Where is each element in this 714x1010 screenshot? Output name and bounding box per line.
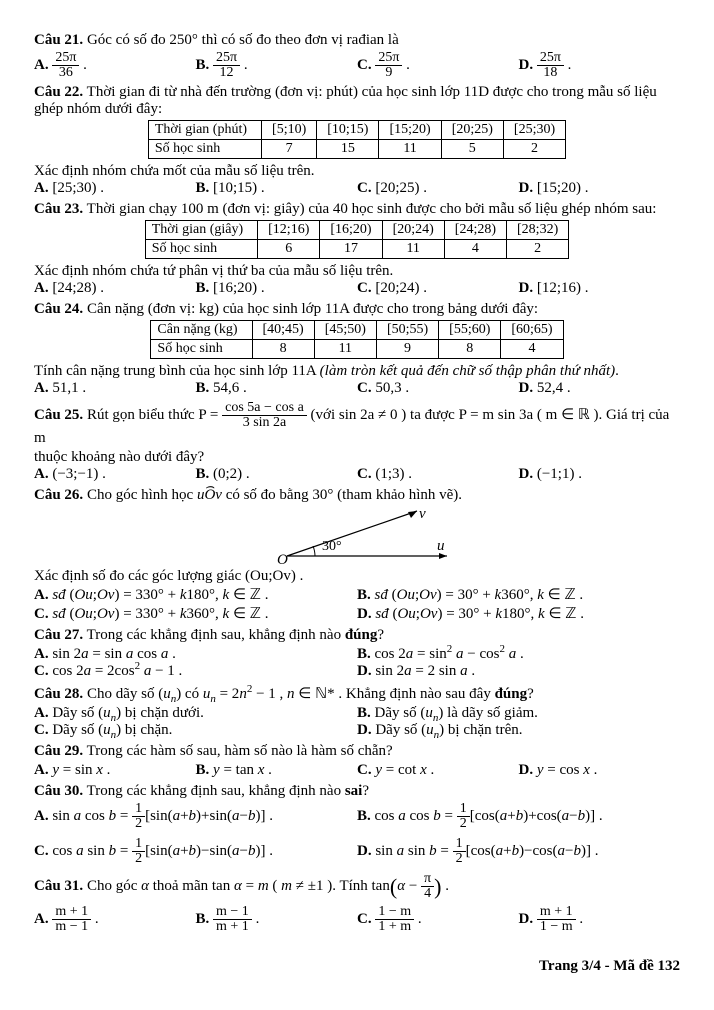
q31-A: A. m + 1m − 1 .: [34, 905, 196, 934]
q25-opts: A. (−3;−1) . B. (0;2) . C. (1;3) . D. (−…: [34, 466, 680, 483]
q27: Câu 27. Trong các khẳng định sau, khẳng …: [34, 627, 680, 644]
q28-A: A. Dãy số (un) bị chặn dưới.: [34, 705, 357, 722]
q26-D: D. sđ (Ou;Ov) = 30° + k180°, k ∈ ℤ .: [357, 604, 680, 623]
q24-post: Tính cân nặng trung bình của học sinh lớ…: [34, 363, 680, 380]
q24-D: D. 52,4 .: [519, 380, 681, 397]
q26-figure: O 30° u v: [247, 506, 467, 566]
q24-text: Cân nặng (đơn vị: kg) của học sinh lớp 1…: [83, 301, 538, 317]
q31-D: D. m + 11 − m .: [519, 905, 681, 934]
q25-D: D. (−1;1) .: [519, 466, 681, 483]
q28: Câu 28. Cho dãy số (un) có un = 2n2 − 1 …: [34, 684, 680, 703]
q27-A: A. sin 2a = sin a cos a .: [34, 646, 357, 663]
q26: Câu 26. Cho góc hình học uOv có số đo bằ…: [34, 487, 680, 504]
q22-table: Thời gian (phút)[5;10)[10;15)[15;20)[20;…: [148, 120, 566, 159]
q23: Câu 23. Thời gian chạy 100 m (đơn vị: gi…: [34, 201, 680, 218]
q25-post2: thuộc khoảng nào dưới đây?: [34, 449, 680, 466]
q28-opts: A. Dãy số (un) bị chặn dưới. B. Dãy số (…: [34, 705, 680, 739]
q22-opts: A.A. [25;30) . [25;30) . B. [10;15) . C.…: [34, 180, 680, 197]
q25: Câu 25. Rút gọn biểu thức P = cos 5a − c…: [34, 401, 680, 447]
q21: Câu 21. Góc có số đo 250° thì có số đo t…: [34, 32, 680, 49]
q21-A: A. 25π36 .: [34, 51, 196, 80]
q29-opts: A. y = sin x . B. y = tan x . C. y = cot…: [34, 762, 680, 779]
q21-label: Câu 21.: [34, 32, 83, 48]
q30-A: A. sin a cos b = 12[sin(a+b)+sin(a−b)] .: [34, 802, 357, 831]
q29-A: A. y = sin x .: [34, 762, 196, 779]
q21-D: D. 25π18 .: [519, 51, 681, 80]
q22-A: A.A. [25;30) . [25;30) .: [34, 180, 196, 197]
q30-B: B. cos a cos b = 12[cos(a+b)+cos(a−b)] .: [357, 802, 680, 831]
q24-B: B. 54,6 .: [196, 380, 358, 397]
q30-opts: A. sin a cos b = 12[sin(a+b)+sin(a−b)] .…: [34, 802, 680, 866]
q24-opts: A. 51,1 . B. 54,6 . C. 50,3 . D. 52,4 .: [34, 380, 680, 397]
q22-D: D. [15;20) .: [519, 180, 681, 197]
q31-opts: A. m + 1m − 1 . B. m − 1m + 1 . C. 1 − m…: [34, 905, 680, 934]
q24-A: A. 51,1 .: [34, 380, 196, 397]
q25-C: C. (1;3) .: [357, 466, 519, 483]
q23-A: A. [24;28) .: [34, 280, 196, 297]
q24-label: Câu 24.: [34, 301, 83, 317]
q31-B: B. m − 1m + 1 .: [196, 905, 358, 934]
q22-B: B. [10;15) .: [196, 180, 358, 197]
q23-post: Xác định nhóm chứa tứ phân vị thứ ba của…: [34, 263, 680, 280]
svg-text:u: u: [437, 538, 445, 554]
q27-label: Câu 27.: [34, 627, 83, 643]
q22-post: Xác định nhóm chứa mốt của mẫu số liệu t…: [34, 163, 680, 180]
q25-label: Câu 25.: [34, 407, 83, 423]
q27-B: B. cos 2a = sin2 a − cos2 a .: [357, 646, 680, 663]
q23-table: Thời gian (giây)[12;16)[16;20)[20;24)[24…: [145, 220, 569, 259]
q27-opts: A. sin 2a = sin a cos a . B. cos 2a = si…: [34, 646, 680, 680]
svg-text:v: v: [419, 506, 426, 522]
q31-label: Câu 31.: [34, 878, 83, 894]
q23-B: B. [16;20) .: [196, 280, 358, 297]
q30-D: D. sin a sin b = 12[cos(a+b)−cos(a−b)] .: [357, 837, 680, 866]
svg-text:O: O: [277, 552, 288, 566]
q29-C: C. y = cot x .: [357, 762, 519, 779]
svg-text:30°: 30°: [322, 539, 342, 554]
q21-text: Góc có số đo 250° thì có số đo theo đơn …: [83, 32, 399, 48]
q24-table: Cân nặng (kg)[40;45)[45;50)[50;55)[55;60…: [150, 320, 563, 359]
q28-label: Câu 28.: [34, 686, 83, 702]
q26-C: C. sđ (Ou;Ov) = 330° + k360°, k ∈ ℤ .: [34, 604, 357, 623]
q23-opts: A. [24;28) . B. [16;20) . C. [20;24) . D…: [34, 280, 680, 297]
q26-B: B. sđ (Ou;Ov) = 30° + k360°, k ∈ ℤ .: [357, 585, 680, 604]
q26-post: Xác định số đo các góc lượng giác (Ou;Ov…: [34, 568, 680, 585]
q26-label: Câu 26.: [34, 487, 83, 503]
q31-C: C. 1 − m1 + m .: [357, 905, 519, 934]
q22-text: Thời gian đi từ nhà đến trường (đơn vị: …: [34, 84, 657, 117]
q29: Câu 29. Trong các hàm số sau, hàm số nào…: [34, 743, 680, 760]
q23-text: Thời gian chạy 100 m (đơn vị: giây) của …: [83, 201, 656, 217]
q22-label: Câu 22.: [34, 84, 83, 100]
q30-label: Câu 30.: [34, 783, 83, 799]
q27-C: C. cos 2a = 2cos2 a − 1 .: [34, 663, 357, 680]
q26-A: A. sđ (Ou;Ov) = 330° + k180°, k ∈ ℤ .: [34, 585, 357, 604]
q21-B: B. 25π12 .: [196, 51, 358, 80]
q26-opts: A. sđ (Ou;Ov) = 330° + k180°, k ∈ ℤ . B.…: [34, 585, 680, 623]
q29-D: D. y = cos x .: [519, 762, 681, 779]
q25-A: A. (−3;−1) .: [34, 466, 196, 483]
q21-opts: A. 25π36 . B. 25π12 . C. 25π9 . D. 25π18…: [34, 51, 680, 80]
q23-C: C. [20;24) .: [357, 280, 519, 297]
q28-C: C. Dãy số (un) bị chặn.: [34, 722, 357, 739]
q29-label: Câu 29.: [34, 743, 83, 759]
q22: Câu 22. Thời gian đi từ nhà đến trường (…: [34, 84, 680, 118]
q30: Câu 30. Trong các khẳng định sau, khẳng …: [34, 783, 680, 800]
q23-D: D. [12;16) .: [519, 280, 681, 297]
q28-B: B. Dãy số (un) là dãy số giảm.: [357, 705, 680, 722]
q31: Câu 31. Cho góc α thoả mãn tan α = m ( m…: [34, 872, 680, 901]
q29-B: B. y = tan x .: [196, 762, 358, 779]
page-footer: Trang 3/4 - Mã đề 132: [34, 958, 680, 975]
q23-label: Câu 23.: [34, 201, 83, 217]
q22-C: C. [20;25) .: [357, 180, 519, 197]
q30-C: C. cos a sin b = 12[sin(a+b)−sin(a−b)] .: [34, 837, 357, 866]
q28-D: D. Dãy số (un) bị chặn trên.: [357, 722, 680, 739]
q24-C: C. 50,3 .: [357, 380, 519, 397]
q27-D: D. sin 2a = 2 sin a .: [357, 663, 680, 680]
q21-C: C. 25π9 .: [357, 51, 519, 80]
q24: Câu 24. Cân nặng (đơn vị: kg) của học si…: [34, 301, 680, 318]
